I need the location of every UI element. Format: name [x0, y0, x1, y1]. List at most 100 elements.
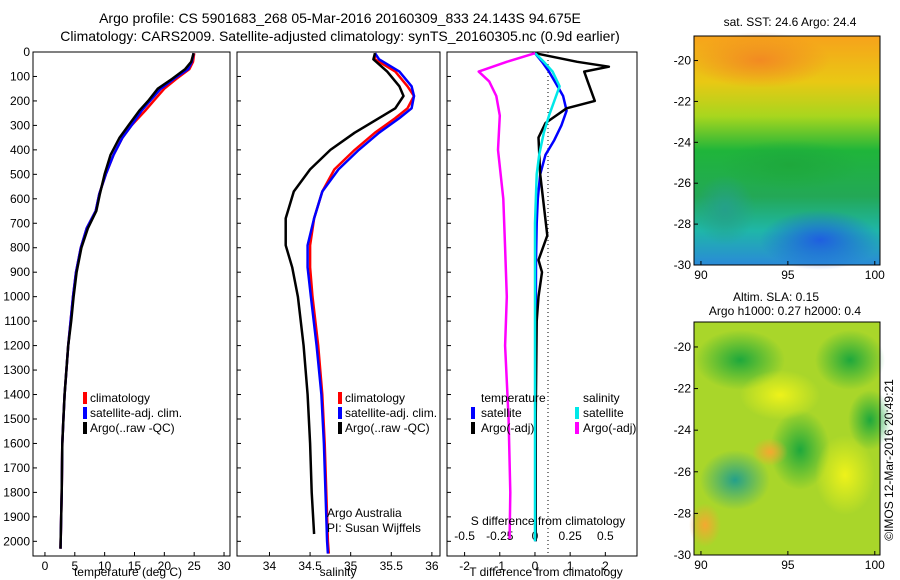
- title-line1: Argo profile: CS 5901683_268 05-Mar-2016…: [99, 10, 581, 26]
- y-tick-label: -28: [674, 506, 692, 520]
- y-tick-label: -30: [674, 258, 692, 272]
- sla-map-frame: [693, 321, 881, 556]
- sla-map-teal-blob: [700, 450, 770, 510]
- x-tick-label: 5: [71, 559, 78, 573]
- difference-axes: -2 -1 0 1 2-0.5 -0.25 0 0.25 0.5: [447, 51, 614, 573]
- x-tick-label: 36: [425, 559, 439, 573]
- y-tick-label: 1500: [3, 412, 30, 426]
- x-tick-label-top: 0.5: [597, 529, 614, 543]
- y-tick-label: 600: [10, 192, 30, 206]
- y-tick-label: 1200: [3, 339, 30, 353]
- sla-map-axes: 90 95 100 -20 -22 -24 -26 -28 -30: [674, 340, 885, 572]
- x-tick-label: 0: [42, 559, 49, 573]
- series-line: [284, 52, 405, 535]
- y-tick-label: -30: [674, 548, 692, 562]
- temperature-legend: climatology satellite-adj. clim. Argo(..…: [83, 391, 182, 435]
- y-tick-label: 800: [10, 241, 30, 255]
- y-tick-label: -28: [674, 217, 692, 231]
- y-tick-label: 1300: [3, 363, 30, 377]
- y-tick-label: 1100: [4, 314, 30, 328]
- x-tick-label: 1: [567, 559, 574, 573]
- sla-map-orange-blob-1: [752, 438, 788, 466]
- title-line2: Climatology: CARS2009. Satellite-adjuste…: [60, 28, 620, 44]
- y-tick-label: 1800: [3, 485, 30, 499]
- x-tick-label: 100: [865, 558, 885, 572]
- x-tick-label-top: -0.5: [454, 529, 475, 543]
- y-tick-label: -20: [674, 54, 692, 68]
- y-tick-label: 300: [10, 118, 30, 132]
- y-tick-label: -20: [674, 340, 692, 354]
- series-line: [533, 52, 561, 542]
- legend-swatch-satellite: [83, 407, 87, 419]
- difference-legend: temperature salinity satellite Argo(-adj…: [471, 391, 636, 435]
- sla-map-green-blob-3: [770, 410, 830, 490]
- legend-label-s-satellite: satellite: [583, 406, 624, 420]
- x-tick-label: 95: [781, 558, 795, 572]
- salinity-series: [284, 52, 416, 554]
- x-tick-label-top: 0.25: [558, 529, 582, 543]
- x-tick-label: 35: [344, 559, 358, 573]
- x-tick-label: 30: [217, 559, 231, 573]
- y-tick-label: 900: [10, 265, 30, 279]
- x-tick-label: 0: [532, 559, 539, 573]
- legend-label-satellite: satellite-adj. clim.: [345, 406, 437, 420]
- difference-series: [477, 51, 611, 556]
- y-tick-label: 400: [10, 143, 30, 157]
- legend-label-s-argo: Argo(-adj): [583, 421, 636, 435]
- x-tick-label: 34.5: [298, 559, 322, 573]
- salinity-legend: climatology satellite-adj. clim. Argo(..…: [327, 391, 437, 535]
- y-tick-label: 1700: [3, 461, 30, 475]
- x-tick-label: 100: [865, 268, 885, 282]
- x-tick-label: -2: [459, 559, 470, 573]
- x-tick-label: 34: [263, 559, 277, 573]
- x-tick-label: 20: [158, 559, 172, 573]
- y-tick-label: 1400: [3, 388, 30, 402]
- x-tick-label: 35.5: [380, 559, 404, 573]
- temperature-axes: 0 5 10 15 20 25 300100200300400500600700800900…: [3, 45, 231, 573]
- salinity-axes: 34 34.5 35 35.5 36: [237, 51, 439, 573]
- difference-xlabel: T difference from climatology: [469, 565, 623, 579]
- sst-map-orange-patch: [690, 32, 830, 88]
- legend-swatch-argo: [338, 422, 342, 434]
- legend-swatch-s-argo: [575, 422, 579, 434]
- legend-swatch-climatology: [83, 392, 87, 404]
- x-tick-label-top: -0.25: [486, 529, 514, 543]
- y-tick-label: -26: [674, 465, 692, 479]
- legend-label-argo: Argo(..raw -QC): [345, 421, 430, 435]
- y-tick-label: 700: [10, 216, 30, 230]
- y-tick-label: 100: [10, 69, 30, 83]
- legend-header-temperature: temperature: [481, 391, 546, 405]
- sla-map-yellow-blob-2: [815, 435, 875, 515]
- temperature-xlabel: temperature (deg C): [74, 565, 182, 579]
- y-tick-label: 1000: [3, 290, 30, 304]
- sst-map-teal-patch: [695, 175, 755, 245]
- y-tick-label: 0: [23, 45, 30, 59]
- y-tick-label: -26: [674, 176, 692, 190]
- y-tick-label: 1600: [3, 436, 30, 450]
- pi-annotation: PI: Susan Wijffels: [327, 521, 421, 535]
- legend-swatch-climatology: [338, 392, 342, 404]
- legend-label-t-argo: Argo(-adj): [481, 421, 534, 435]
- y-tick-label: -22: [674, 94, 692, 108]
- sla-map: [689, 321, 892, 556]
- sst-map-title: sat. SST: 24.6 Argo: 24.4: [724, 15, 857, 29]
- sst-map-blue-patch: [760, 210, 880, 270]
- y-tick-label: -22: [674, 382, 692, 396]
- legend-swatch-t-satellite: [471, 407, 475, 419]
- sla-map-orange-blob-2: [689, 503, 721, 547]
- sla-map-yellow-blob-1: [740, 370, 820, 420]
- x-tick-label: 90: [694, 558, 708, 572]
- series-line: [306, 52, 416, 554]
- y-tick-label: -24: [674, 423, 692, 437]
- series-line: [59, 52, 195, 549]
- salinity-xlabel: salinity: [320, 565, 357, 579]
- legend-label-argo: Argo(..raw -QC): [90, 421, 175, 435]
- series-line: [477, 52, 536, 539]
- imos-watermark: ©IMOS 12-Mar-2016 20:49:21: [882, 379, 896, 541]
- legend-header-salinity: salinity: [583, 391, 620, 405]
- sst-map: [690, 32, 881, 270]
- sst-map-frame: [693, 35, 881, 266]
- y-tick-label: 200: [10, 94, 30, 108]
- x-tick-label: 90: [694, 268, 708, 282]
